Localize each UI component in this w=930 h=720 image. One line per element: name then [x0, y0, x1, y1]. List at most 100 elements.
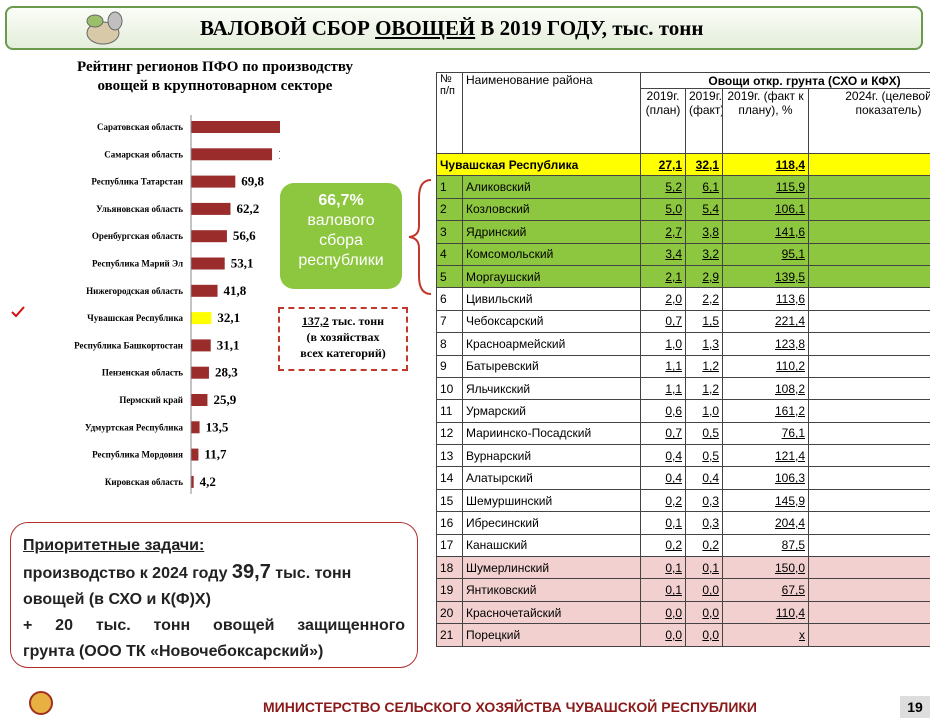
num-cell: 18: [437, 557, 463, 579]
value-cell: 123,8: [723, 333, 809, 355]
value-cell: 2,1: [641, 265, 686, 287]
value-cell: 1,0: [686, 400, 723, 422]
name-cell: Моргаушский: [463, 265, 641, 287]
value-cell: 0,4: [641, 467, 686, 489]
value-cell: 0,7: [641, 422, 686, 444]
data-row: 15Шемуршинский0,20,3145,90,3: [437, 489, 930, 511]
data-row: 3Ядринский2,73,8141,63,9: [437, 221, 930, 243]
name-cell: Красноармейский: [463, 333, 641, 355]
share-text: сбора: [280, 231, 402, 251]
bar: [191, 312, 211, 324]
category-label: Чувашская Республика: [87, 313, 183, 323]
category-label: Кировская область: [105, 477, 183, 487]
chart-title-line: овощей в крупнотоварном секторе: [20, 77, 410, 96]
category-label: Удмуртская Республика: [85, 422, 184, 432]
value-cell: 3,1: [809, 265, 930, 287]
tasks-text: + 20 тыс. тонн овощей защищенного: [23, 613, 405, 639]
value-cell: 0,0: [641, 601, 686, 623]
value-cell: 139,5: [723, 265, 809, 287]
data-row: 19Янтиковский0,10,067,50,1: [437, 579, 930, 601]
data-row: 16Ибресинский0,10,3204,40,2: [437, 512, 930, 534]
bar: [191, 148, 272, 160]
total-value: 32,1: [686, 154, 723, 176]
value-cell: 0,0: [686, 624, 723, 646]
value-label: 28,3: [215, 365, 238, 380]
data-row: 4Комсомольский3,43,295,14,5: [437, 243, 930, 265]
num-cell: 15: [437, 489, 463, 511]
data-row: 11Урмарский0,61,0161,20,9: [437, 400, 930, 422]
total-value: 118,4: [723, 154, 809, 176]
bar: [191, 367, 209, 379]
value-cell: 1,0: [809, 310, 930, 332]
value-cell: 1,1: [641, 377, 686, 399]
num-cell: 5: [437, 265, 463, 287]
share-text: республики: [280, 251, 402, 271]
value-cell: 108,2: [723, 377, 809, 399]
num-cell: 8: [437, 333, 463, 355]
bar: [191, 285, 218, 297]
page-number: 19: [900, 696, 930, 718]
value-cell: 0,3: [809, 489, 930, 511]
name-cell: Чебоксарский: [463, 310, 641, 332]
name-cell: Яльчикский: [463, 377, 641, 399]
value-cell: 0,1: [809, 579, 930, 601]
total-callout: 137,2 тыс. тонн(в хозяйствахвсех категор…: [278, 307, 408, 371]
num-cell: 6: [437, 288, 463, 310]
value-cell: 0,1: [686, 557, 723, 579]
value-cell: 0,4: [641, 445, 686, 467]
value-cell: 0,3: [686, 512, 723, 534]
share-value: 66,7%: [280, 191, 402, 211]
check-mark: [10, 305, 26, 319]
value-cell: 113,6: [723, 288, 809, 310]
value-cell: 106,3: [723, 467, 809, 489]
name-cell: Красночетайский: [463, 601, 641, 623]
name-cell: Янтиковский: [463, 579, 641, 601]
header-cell: 2019г. (факт): [686, 89, 723, 154]
num-cell: 17: [437, 534, 463, 556]
num-cell: 16: [437, 512, 463, 534]
category-label: Республика Марий Эл: [92, 259, 183, 269]
value-label: 11,7: [204, 447, 227, 462]
header-cell: Овощи откр. грунта (СХО и КФХ): [641, 73, 930, 89]
value-cell: 2,2: [686, 288, 723, 310]
value-cell: 2,9: [686, 265, 723, 287]
value-cell: 121,4: [723, 445, 809, 467]
bar: [191, 176, 235, 188]
value-cell: 0,9: [809, 400, 930, 422]
tasks-title: Приоритетные задачи:: [23, 533, 405, 559]
name-cell: Урмарский: [463, 400, 641, 422]
name-cell: Аликовский: [463, 176, 641, 198]
value-label: 41,8: [224, 283, 247, 298]
value-cell: 2,9: [809, 288, 930, 310]
bar: [191, 339, 211, 351]
value-cell: 0,5: [686, 422, 723, 444]
name-cell: Канашский: [463, 534, 641, 556]
value-cell: 3,9: [809, 221, 930, 243]
value-cell: 0,4: [686, 467, 723, 489]
tasks-number: 39,7: [232, 561, 271, 583]
num-cell: 2: [437, 198, 463, 220]
name-cell: Комсомольский: [463, 243, 641, 265]
share-text: валового: [280, 211, 402, 231]
tasks-text: производство к 2024 году: [23, 565, 232, 582]
value-cell: 76,1: [723, 422, 809, 444]
name-cell: Шумерлинский: [463, 557, 641, 579]
value-cell: 0,1: [641, 579, 686, 601]
table: № п/пНаименование районаОвощи откр. грун…: [436, 72, 930, 647]
value-cell: 1,0: [809, 422, 930, 444]
brace: [405, 178, 435, 296]
value-cell: 0,0: [686, 601, 723, 623]
total-name: Чувашская Республика: [437, 154, 641, 176]
chart-title-line: Рейтинг регионов ПФО по производству: [20, 58, 410, 77]
category-label: Республика Башкортостан: [74, 340, 183, 350]
bar: [191, 230, 227, 242]
total-value: 137,2: [302, 314, 329, 328]
data-row: 8Красноармейский1,01,3123,81,5: [437, 333, 930, 355]
tasks-text: овощей (в СХО и К(Ф)Х): [23, 587, 405, 613]
